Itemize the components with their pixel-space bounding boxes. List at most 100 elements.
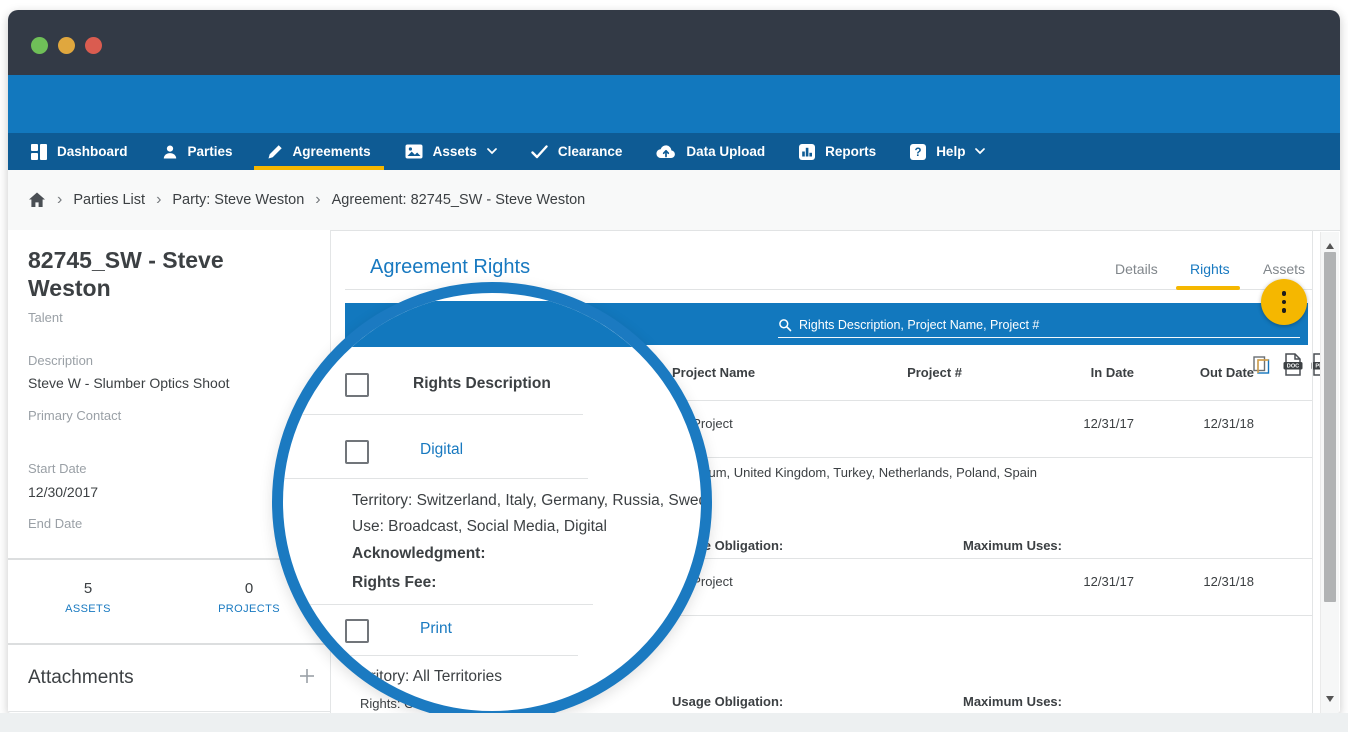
breadcrumb-separator: › (315, 191, 321, 208)
row-divider (283, 414, 583, 415)
content-right-border (1312, 230, 1313, 713)
row-divider (283, 478, 588, 479)
field-value-start-date: 12/30/2017 (28, 484, 99, 500)
rights-link-digital: Digital (420, 441, 464, 458)
row-divider (345, 615, 1312, 616)
stat-assets[interactable]: 5 ASSETS (8, 562, 168, 615)
breadcrumb-bar: › Parties List › Party: Steve Weston › A… (8, 170, 1340, 376)
stat-projects-label[interactable]: PROJECTS (218, 603, 280, 615)
breadcrumb-item-agreement: Agreement: 82745_SW - Steve Weston (331, 192, 586, 208)
check-icon (531, 144, 548, 159)
field-label-primary-contact: Primary Contact (28, 408, 122, 423)
home-icon[interactable] (28, 192, 46, 208)
col-header-project-name: Project Name (672, 365, 756, 380)
table-search-placeholder[interactable]: Rights Description, Project Name, Projec… (799, 318, 1040, 332)
nav-item-reports[interactable]: Reports (782, 133, 893, 170)
nav-label: Data Upload (686, 144, 766, 159)
svg-text:?: ? (915, 147, 922, 159)
ellipsis-dot (1281, 308, 1287, 313)
nav-item-agreements[interactable]: Agreements (250, 133, 388, 170)
nav-item-clearance[interactable]: Clearance (514, 133, 640, 170)
page-title: Agreement Rights (370, 256, 531, 278)
window-minimize-dot[interactable] (31, 37, 48, 54)
row-checkbox (345, 619, 369, 643)
bar-chart-icon (799, 143, 816, 160)
export-doc-icon[interactable]: DOC (1282, 353, 1304, 376)
nav-item-parties[interactable]: Parties (145, 133, 250, 170)
ellipsis-dot (1281, 299, 1287, 305)
window-maximize-dot[interactable] (58, 37, 75, 54)
row-divider (283, 655, 578, 656)
copy-icon[interactable] (1253, 356, 1271, 374)
ellipsis-dot (1281, 291, 1287, 296)
breadcrumb-separator: › (57, 191, 63, 208)
detail-use: Use: Broadcast, Social Media, Digital (352, 518, 608, 535)
row-checkbox (345, 440, 369, 464)
detail-territory: Territory: Switzerland, Italy, Germany, … (352, 492, 708, 509)
magnifier-lens: Rights Description Digital Territory: Sw… (272, 282, 712, 713)
table-search[interactable]: Rights Description, Project Name, Projec… (778, 318, 1300, 338)
row-in-date: 12/31/17 (1083, 574, 1134, 589)
row-divider (283, 604, 593, 605)
add-attachment-icon[interactable] (298, 667, 316, 685)
person-icon (162, 144, 178, 160)
nav-item-dashboard[interactable]: Dashboard (14, 133, 145, 170)
nav-label: Parties (187, 144, 233, 159)
row-out-date: 12/31/18 (1203, 416, 1254, 431)
breadcrumb: › Parties List › Party: Steve Weston › A… (28, 170, 585, 230)
stat-assets-value: 5 (83, 580, 93, 597)
attachments-card: Attachments (8, 649, 330, 712)
row-divider (345, 457, 1312, 458)
tab-details[interactable]: Details (1115, 261, 1158, 277)
col-header-in-date: In Date (1090, 365, 1134, 380)
stat-assets-label[interactable]: ASSETS (65, 603, 111, 615)
rights-link-print: Print (420, 620, 452, 637)
tab-rights[interactable]: Rights (1190, 261, 1230, 277)
breadcrumb-separator: › (156, 191, 162, 208)
row-in-date: 12/31/17 (1083, 416, 1134, 431)
vertical-scrollbar[interactable] (1320, 232, 1339, 713)
window-close-dot[interactable] (85, 37, 102, 54)
detail-rights-fee: Rights Fee: (352, 574, 437, 591)
nav-label: Assets (432, 144, 477, 159)
row-out-date: 12/31/18 (1203, 574, 1254, 589)
nav-item-assets[interactable]: Assets (388, 133, 514, 170)
row-divider (345, 558, 1312, 559)
tab-assets[interactable]: Assets (1263, 261, 1306, 277)
nav-label: Dashboard (57, 144, 128, 159)
actions-fab-button[interactable] (1261, 279, 1307, 325)
field-label-start-date: Start Date (28, 461, 87, 476)
stat-projects[interactable]: 0 PROJECTS (168, 562, 330, 615)
detail-usage-obligation: Usage Obligation: (672, 694, 784, 709)
image-icon (405, 144, 423, 159)
agreement-subtitle: Talent (28, 310, 63, 325)
page-background-strip (0, 713, 1348, 732)
tabs-divider (345, 289, 1312, 290)
detail-acknowledgment: Acknowledgment: (352, 545, 486, 562)
doc-label: DOC (1287, 364, 1299, 370)
nav-label: Help (936, 144, 966, 159)
field-value-description: Steve W - Slumber Optics Shoot (28, 375, 230, 391)
detail-maximum-uses: Maximum Uses: (963, 538, 1062, 553)
pencil-icon (267, 144, 283, 160)
select-all-checkbox (345, 373, 369, 397)
nav-label: Agreements (292, 144, 371, 159)
window-titlebar (8, 10, 1340, 75)
field-label-description: Description (28, 353, 94, 368)
nav-label: Reports (825, 144, 877, 159)
attachments-title: Attachments (28, 667, 134, 688)
chevron-down-icon (975, 148, 986, 155)
scroll-up-arrow[interactable] (1326, 239, 1334, 249)
breadcrumb-item-parties-list[interactable]: Parties List (73, 192, 146, 208)
col-header-rights-description: Rights Description (413, 375, 551, 392)
scrollbar-thumb[interactable] (1324, 252, 1336, 602)
row-divider (345, 400, 1312, 401)
nav-item-data-upload[interactable]: Data Upload (639, 133, 782, 170)
nav-label: Clearance (557, 144, 623, 159)
nav-item-help[interactable]: ? Help (893, 133, 1002, 170)
field-label-end-date: End Date (28, 516, 83, 531)
agreement-title: 82745_SW - Steve Weston (28, 247, 224, 301)
detail-territory: Territory: All Territories (349, 668, 503, 685)
scroll-down-arrow[interactable] (1326, 696, 1334, 706)
breadcrumb-item-party[interactable]: Party: Steve Weston (172, 192, 305, 208)
